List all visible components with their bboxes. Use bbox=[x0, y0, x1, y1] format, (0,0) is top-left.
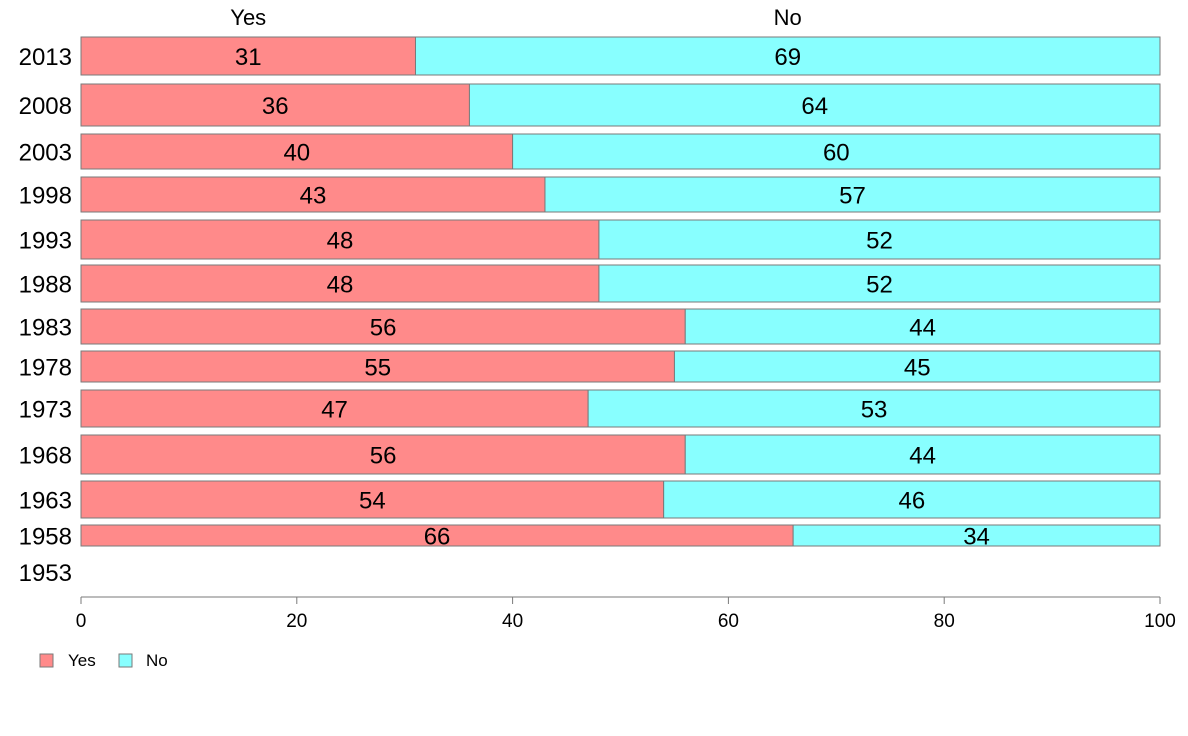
bar-yes-2013 bbox=[80, 36, 416, 76]
bar-no-1973 bbox=[587, 389, 1161, 428]
legend: Yes No bbox=[39, 651, 168, 670]
bar-value-label-no-1973: 53 bbox=[861, 397, 888, 424]
bar-no-1963 bbox=[663, 480, 1161, 519]
bar-value-label-no-1978: 45 bbox=[904, 355, 931, 382]
bar-no-1978 bbox=[673, 350, 1161, 383]
bar-value-label-yes-1958: 66 bbox=[424, 524, 451, 551]
legend-label-yes: Yes bbox=[68, 651, 96, 670]
year-label-2013: 2013 bbox=[19, 44, 72, 71]
year-label-1983: 1983 bbox=[19, 315, 72, 342]
year-label-1953: 1953 bbox=[19, 560, 72, 587]
bar-value-label-no-1963: 46 bbox=[898, 488, 925, 515]
bar-no-2003 bbox=[512, 133, 1161, 170]
bar-value-label-yes-1993: 48 bbox=[327, 228, 354, 255]
bar-yes-1963 bbox=[80, 480, 665, 519]
bar-no-1968 bbox=[684, 434, 1161, 475]
bar-value-label-yes-2013: 31 bbox=[235, 44, 262, 71]
year-label-1993: 1993 bbox=[19, 228, 72, 255]
column-header-no: No bbox=[774, 5, 802, 30]
x-tick-label-60: 60 bbox=[718, 611, 739, 632]
x-axis: 0 20 40 60 80 100 bbox=[76, 596, 1176, 632]
bar-yes-1998 bbox=[80, 176, 546, 213]
bar-no-1983 bbox=[684, 308, 1161, 345]
bar-value-label-no-1998: 57 bbox=[839, 183, 866, 210]
bar-value-label-yes-1963: 54 bbox=[359, 488, 386, 515]
bar-no-2008 bbox=[468, 83, 1161, 127]
year-label-2008: 2008 bbox=[19, 93, 72, 120]
year-label-1958: 1958 bbox=[19, 524, 72, 551]
bar-value-label-no-1958: 34 bbox=[963, 524, 990, 551]
x-tick-label-40: 40 bbox=[502, 611, 523, 632]
bar-no-1993 bbox=[598, 219, 1161, 260]
legend-swatch-no bbox=[118, 653, 133, 668]
bar-yes-2003 bbox=[80, 133, 514, 170]
bar-no-1998 bbox=[544, 176, 1161, 213]
bar-yes-1968 bbox=[80, 434, 686, 475]
bars-group: 31 69 36 64 40 60 43 57 48 52 48 52 56 44 55 45 47 53 56 44… bbox=[80, 36, 1161, 551]
bar-value-label-yes-1973: 47 bbox=[321, 397, 348, 424]
bar-value-label-yes-1998: 43 bbox=[300, 183, 327, 210]
x-tick-label-0: 0 bbox=[76, 611, 87, 632]
x-tick-label-80: 80 bbox=[934, 611, 955, 632]
bar-value-label-yes-1988: 48 bbox=[327, 272, 354, 299]
x-tick-label-20: 20 bbox=[286, 611, 307, 632]
column-header-yes: Yes bbox=[230, 5, 266, 30]
column-headers: Yes No bbox=[230, 5, 802, 30]
bar-value-label-no-2008: 64 bbox=[801, 93, 828, 120]
bar-yes-1973 bbox=[80, 389, 589, 428]
bar-value-label-yes-1978: 55 bbox=[364, 355, 391, 382]
year-label-1978: 1978 bbox=[19, 355, 72, 382]
bar-no-1958 bbox=[792, 524, 1161, 547]
bar-value-label-no-2003: 60 bbox=[823, 140, 850, 167]
bar-value-label-yes-2008: 36 bbox=[262, 93, 289, 120]
year-labels: 2013 2008 2003 1998 1993 1988 1983 1978 1973 1968… bbox=[19, 44, 72, 587]
bar-value-label-yes-1968: 56 bbox=[370, 443, 397, 470]
legend-swatch-yes bbox=[39, 653, 54, 668]
year-label-1963: 1963 bbox=[19, 488, 72, 515]
bar-yes-1993 bbox=[80, 219, 600, 260]
bar-yes-1983 bbox=[80, 308, 686, 345]
bar-value-label-no-1988: 52 bbox=[866, 272, 893, 299]
year-label-1968: 1968 bbox=[19, 443, 72, 470]
year-label-1988: 1988 bbox=[19, 272, 72, 299]
bar-no-2013 bbox=[414, 36, 1161, 76]
bar-value-label-no-1993: 52 bbox=[866, 228, 893, 255]
year-label-2003: 2003 bbox=[19, 140, 72, 167]
x-tick-label-100: 100 bbox=[1144, 611, 1176, 632]
bar-value-label-yes-2003: 40 bbox=[283, 140, 310, 167]
year-label-1973: 1973 bbox=[19, 397, 72, 424]
bar-value-label-no-1968: 44 bbox=[909, 443, 936, 470]
bar-no-1988 bbox=[598, 264, 1161, 303]
legend-label-no: No bbox=[146, 651, 168, 670]
bar-value-label-no-1983: 44 bbox=[909, 315, 936, 342]
year-label-1998: 1998 bbox=[19, 183, 72, 210]
bar-value-label-yes-1983: 56 bbox=[370, 315, 397, 342]
bar-yes-2008 bbox=[80, 83, 470, 127]
bar-value-label-no-2013: 69 bbox=[774, 44, 801, 71]
